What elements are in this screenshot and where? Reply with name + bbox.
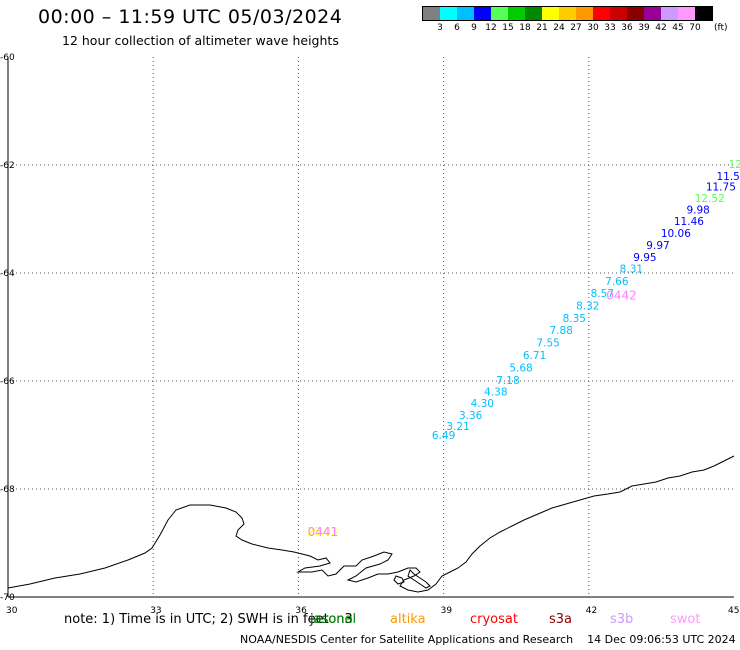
legend-label: 21 (536, 23, 548, 33)
wave-height-value: 6.71 (523, 350, 546, 362)
wave-height-value: 9.95 (633, 252, 656, 264)
legend-label: 9 (471, 23, 477, 33)
legend-label: 3 (437, 23, 443, 33)
satellite-altika: altika (390, 612, 426, 627)
legend-swatch (423, 7, 440, 20)
x-tick-label: 45 (728, 606, 739, 616)
legend-swatch (678, 7, 695, 20)
legend-swatch (593, 7, 610, 20)
wave-height-value: 7.55 (536, 338, 559, 350)
wave-height-value: 8.32 (576, 300, 599, 312)
y-tick-label: -62 (0, 161, 15, 171)
wave-height-value: 7.88 (550, 325, 573, 337)
coastline (7, 455, 735, 593)
legend-swatch (559, 7, 576, 20)
legend-swatch (525, 7, 542, 20)
wave-height-value: 10.06 (661, 228, 691, 240)
legend-swatch (491, 7, 508, 20)
wave-height-value: 9.97 (646, 240, 669, 252)
wave-height-value: 12.52 (695, 193, 725, 205)
legend-color-bar (422, 6, 713, 21)
legend-label: 45 (672, 23, 684, 33)
credit-line: NOAA/NESDIS Center for Satellite Applica… (240, 633, 736, 646)
wave-height-value: 8.35 (563, 313, 586, 325)
legend-unit: (ft) (714, 23, 728, 33)
coastline-detail (407, 569, 431, 589)
x-tick-label: 30 (6, 606, 18, 616)
legend-swatch (508, 7, 525, 20)
track-label: 0442 (606, 289, 637, 303)
wave-height-value: 11.46 (674, 216, 704, 228)
satellite-s3a: s3a (549, 612, 573, 627)
x-tick-label: 33 (150, 606, 161, 616)
satellite-s3b: s3b (610, 612, 634, 627)
legend-swatch (440, 7, 457, 20)
credit-agency: NOAA/NESDIS Center for Satellite Applica… (240, 633, 574, 646)
legend-label: 70 (689, 23, 701, 33)
legend-swatch (542, 7, 559, 20)
legend-label: 42 (655, 23, 667, 33)
legend-label: 15 (502, 23, 514, 33)
legend-label: 6 (454, 23, 460, 33)
legend-label: 12 (485, 23, 497, 33)
satellite-cryosat: cryosat (470, 612, 518, 627)
wave-height-value: 8.57 (591, 288, 614, 300)
track-label: 0441 (308, 525, 339, 539)
wave-height-value: 8.31 (620, 264, 643, 276)
legend-swatch (610, 7, 627, 20)
satellite-jasonel: jasonel (310, 612, 357, 627)
legend-swatch (695, 7, 712, 20)
legend-label: 27 (570, 23, 582, 33)
legend-label: 18 (519, 23, 531, 33)
wave-height-value: 7.66 (605, 276, 629, 288)
x-tick-label: 36 (295, 606, 307, 616)
legend-label: 33 (604, 23, 616, 33)
satellite-swot: swot (670, 612, 701, 627)
y-tick-label: -60 (0, 53, 15, 63)
x-tick-label: 39 (441, 606, 453, 616)
legend-label: 36 (621, 23, 633, 33)
y-tick-label: -64 (0, 269, 15, 279)
wave-height-value: 11.50 (716, 171, 740, 183)
y-tick-label: -66 (0, 377, 15, 387)
legend-swatch (627, 7, 644, 20)
wave-height-value: 6.49 (432, 430, 455, 442)
wave-height-value: 3.21 (446, 421, 469, 433)
y-tick-label: -70 (0, 593, 15, 603)
legend-labels: (ft) 3 6 9 12 15 18 21 24 27 30 33 36 39 42 45 70 (422, 21, 727, 35)
wave-height-value: 3.36 (459, 410, 483, 422)
map-subtitle: 12 hour collection of altimeter wave hei… (62, 33, 339, 48)
coastline-detail (393, 575, 405, 585)
x-tick-label: 42 (586, 606, 597, 616)
wave-height-value: 5.68 (509, 363, 532, 375)
legend-label: 24 (553, 23, 565, 33)
legend-swatch (457, 7, 474, 20)
satellite-jason3: jason3 (310, 612, 353, 627)
wave-height-value: 23.03 (308, 526, 338, 538)
wave-height-value: 12 (729, 159, 740, 171)
legend-label: 30 (587, 23, 599, 33)
wave-height-value: 7.18 (496, 375, 519, 387)
wave-height-value: 4.30 (471, 398, 494, 410)
wave-height-legend: (ft) 3 6 9 12 15 18 21 24 27 30 33 36 39 42 45 70 (422, 6, 728, 35)
legend-label: 39 (638, 23, 650, 33)
wave-height-value: 11.75 (706, 182, 736, 194)
credit-timestamp: 14 Dec 09:06:53 UTC 2024 (587, 633, 736, 646)
y-tick-label: -68 (0, 485, 15, 495)
legend-swatch (661, 7, 678, 20)
footer-note: note: 1) Time is in UTC; 2) SWH is in fe… (64, 612, 329, 627)
wave-height-value: 4.38 (484, 386, 507, 398)
legend-swatch (644, 7, 661, 20)
legend-swatch (576, 7, 593, 20)
wave-height-value: 9.98 (686, 204, 709, 216)
legend-swatch (474, 7, 491, 20)
map-title: 00:00 – 11:59 UTC 05/03/2024 (38, 6, 343, 28)
